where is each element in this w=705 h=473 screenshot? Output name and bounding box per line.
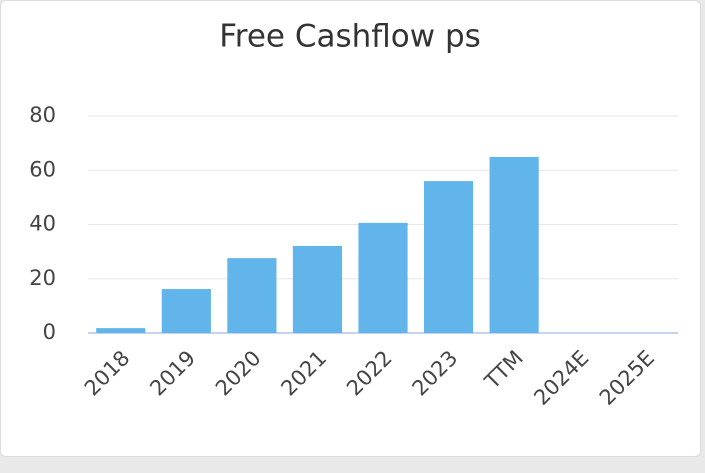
x-tick-label: 2022 <box>342 346 397 401</box>
y-tick-label: 0 <box>43 320 56 344</box>
x-tick-label: TTM <box>480 346 528 394</box>
x-tick-label: 2024E <box>529 346 593 410</box>
chart-card <box>0 0 701 457</box>
y-tick-label: 80 <box>29 103 56 127</box>
bar <box>292 245 343 333</box>
x-tick-label: 2019 <box>145 346 200 401</box>
x-tick-label: 2023 <box>408 346 463 401</box>
bar <box>227 258 277 333</box>
y-tick-label: 20 <box>29 266 56 290</box>
bar <box>358 222 408 333</box>
y-tick-label: 60 <box>29 157 56 181</box>
bar <box>161 289 211 333</box>
bar <box>96 328 146 333</box>
x-tick-label: 2021 <box>276 346 331 401</box>
chart-title: Free Cashflow ps <box>219 19 481 55</box>
x-tick-label: 2025E <box>595 346 659 410</box>
x-tick-label: 2020 <box>211 346 266 401</box>
y-tick-label: 40 <box>29 212 56 236</box>
bar <box>423 181 474 333</box>
bar <box>489 156 539 333</box>
x-tick-label: 2018 <box>80 346 135 401</box>
